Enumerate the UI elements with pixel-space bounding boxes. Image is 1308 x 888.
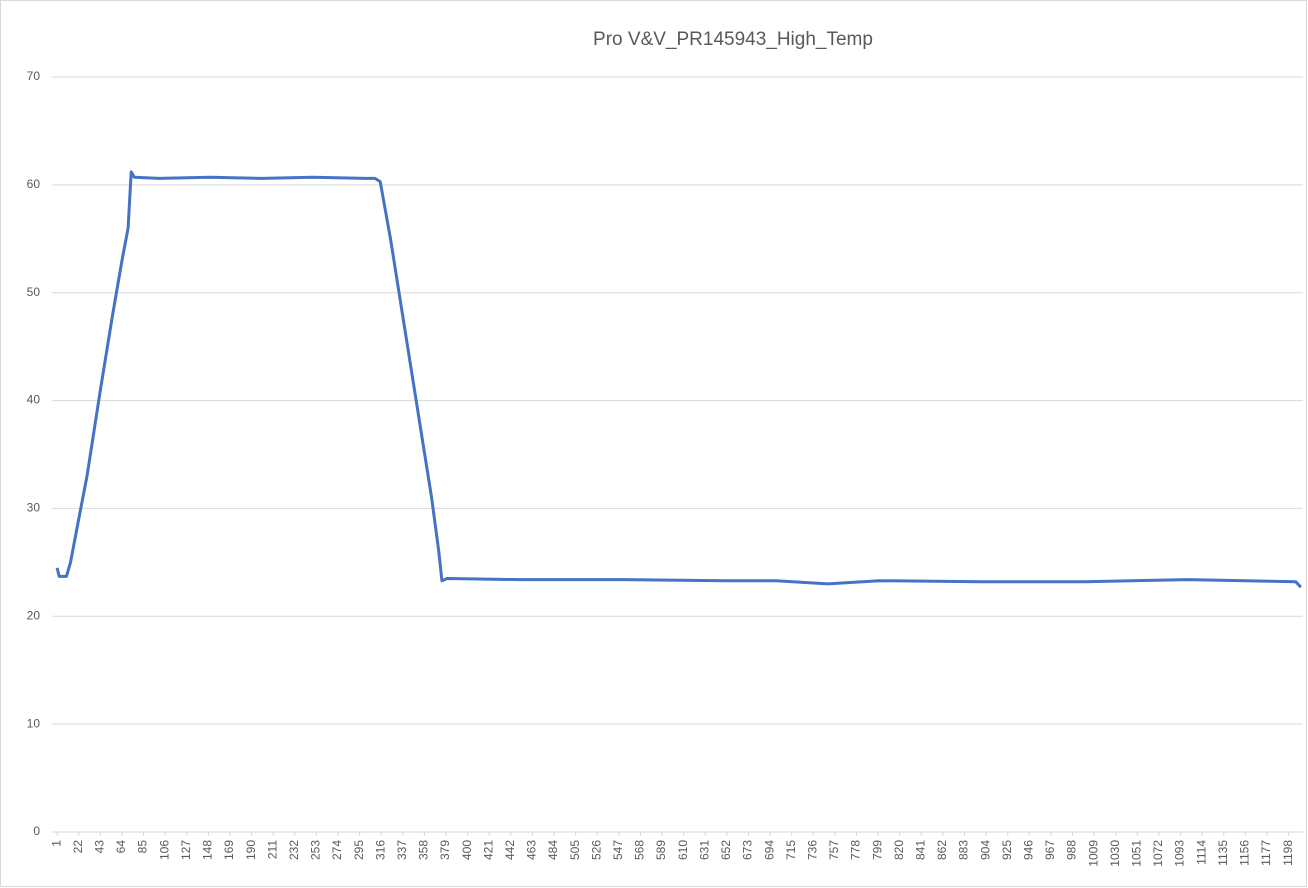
x-tick-label: 925: [1000, 840, 1014, 860]
y-tick-label: 60: [27, 177, 41, 191]
x-tick-label: 988: [1065, 840, 1079, 860]
x-tick-label: 1156: [1238, 840, 1252, 866]
x-tick-label: 22: [71, 840, 85, 854]
x-tick-label: 568: [633, 840, 647, 860]
x-tick-label: 1072: [1151, 840, 1165, 867]
x-tick-label: 1093: [1173, 840, 1187, 867]
x-tick-label: 1114: [1194, 840, 1208, 865]
x-tick-label: 1135: [1216, 840, 1230, 866]
y-tick-label: 70: [27, 69, 41, 83]
x-tick-label: 778: [849, 840, 863, 860]
x-tick-label: 190: [244, 840, 258, 860]
x-tick-label: 379: [438, 840, 452, 860]
x-tick-label: 421: [481, 840, 495, 860]
x-tick-label: 211: [265, 840, 279, 859]
y-tick-label: 40: [27, 393, 41, 407]
x-tick-label: 232: [287, 840, 301, 860]
y-tick-label: 20: [27, 608, 41, 622]
x-tick-label: 715: [784, 840, 798, 860]
x-tick-label: 505: [568, 840, 582, 860]
y-tick-label: 50: [27, 285, 41, 299]
x-tick-label: 337: [395, 840, 409, 860]
x-tick-label: 43: [93, 840, 107, 854]
x-tick-label: 526: [589, 840, 603, 860]
x-tick-label: 1030: [1108, 840, 1122, 867]
x-tick-label: 106: [157, 840, 171, 860]
x-tick-label: 64: [114, 840, 128, 854]
chart-title: Pro V&V_PR145943_High_Temp: [593, 29, 873, 50]
x-tick-label: 400: [460, 840, 474, 860]
x-tick-label: 631: [697, 840, 711, 860]
x-tick-label: 1009: [1086, 840, 1100, 867]
x-tick-label: 610: [676, 840, 690, 860]
x-tick-label: 442: [503, 840, 517, 860]
x-tick-label: 253: [309, 840, 323, 860]
x-tick-label: 862: [935, 840, 949, 860]
x-tick-label: 358: [417, 840, 431, 860]
x-tick-label: 1: [49, 840, 63, 847]
x-tick-label: 85: [136, 840, 150, 854]
x-tick-label: 841: [913, 840, 927, 860]
x-tick-label: 673: [741, 840, 755, 860]
x-tick-label: 547: [611, 840, 625, 860]
x-tick-label: 1051: [1130, 840, 1144, 867]
y-tick-label: 30: [27, 501, 41, 515]
x-tick-label: 757: [827, 840, 841, 860]
x-tick-label: 946: [1022, 840, 1036, 860]
y-tick-label: 0: [33, 824, 40, 838]
x-tick-label: 484: [546, 840, 560, 860]
x-tick-label: 1198: [1281, 840, 1295, 866]
x-tick-label: 652: [719, 840, 733, 860]
x-tick-label: 274: [330, 840, 344, 860]
x-tick-label: 883: [957, 840, 971, 860]
x-tick-label: 169: [222, 840, 236, 860]
x-tick-label: 463: [525, 840, 539, 860]
x-tick-label: 295: [352, 840, 366, 860]
x-tick-label: 820: [892, 840, 906, 860]
x-tick-label: 316: [373, 840, 387, 860]
x-tick-label: 736: [805, 840, 819, 860]
x-tick-label: 127: [179, 840, 193, 860]
x-tick-label: 967: [1043, 840, 1057, 860]
x-tick-label: 148: [201, 840, 215, 860]
x-tick-label: 1177: [1259, 840, 1273, 866]
x-tick-label: 904: [978, 840, 992, 860]
data-line: [55, 170, 1302, 589]
x-tick-label: 589: [654, 840, 668, 860]
x-tick-label: 799: [870, 840, 884, 860]
y-tick-label: 10: [27, 716, 41, 730]
x-tick-label: 694: [762, 840, 776, 860]
